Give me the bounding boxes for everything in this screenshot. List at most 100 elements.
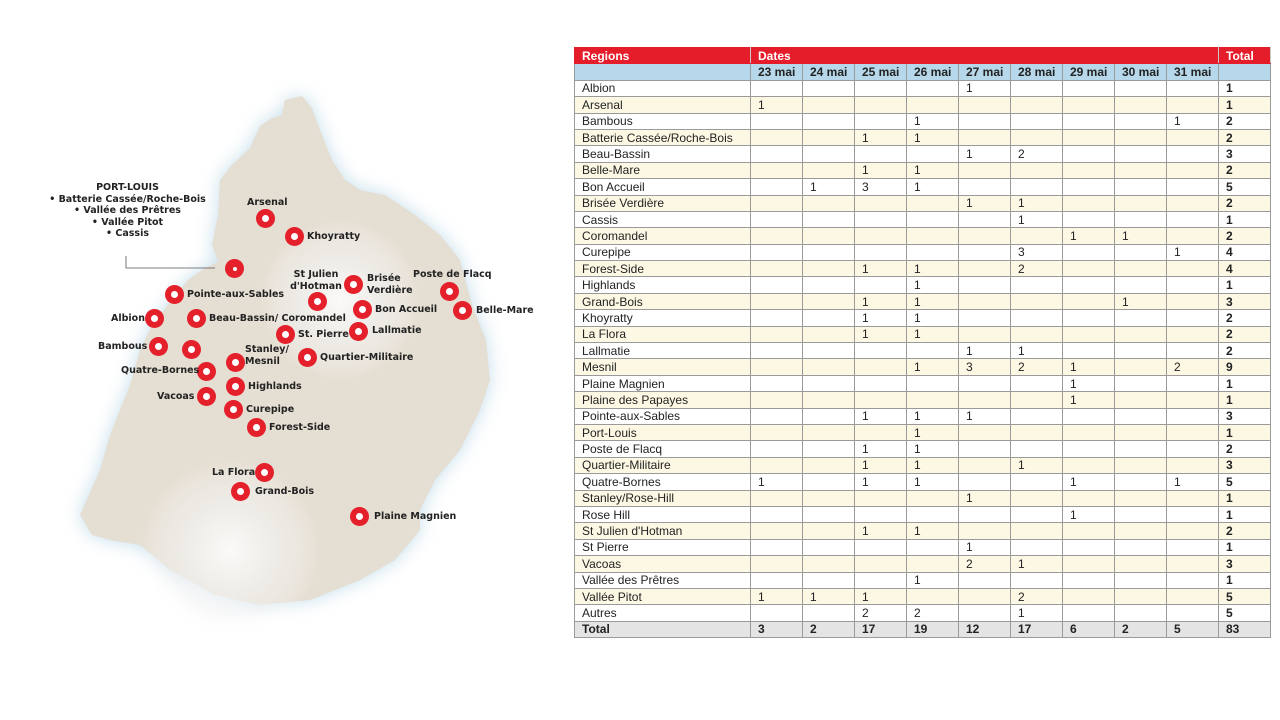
case-count (1166, 571, 1219, 589)
case-count (1062, 342, 1115, 360)
table-row: Mesnil 1 3 2 1 2 9 (574, 358, 1271, 376)
region-name: Lallmatie (574, 342, 751, 360)
case-count (1114, 538, 1167, 557)
region-name: Vallée Pitot (574, 587, 751, 606)
case-count (854, 358, 907, 376)
location-marker-icon (285, 227, 304, 246)
case-count: 3 (1010, 243, 1063, 262)
case-count (1114, 276, 1167, 294)
case-count: 1 (854, 587, 907, 606)
map-label-curepipe: Curepipe (246, 404, 295, 415)
header-date: 25 mai (854, 63, 907, 81)
region-name: Mesnil (574, 358, 751, 376)
case-count (1062, 161, 1115, 180)
case-count (1166, 456, 1219, 475)
row-total: 5 (1218, 473, 1271, 491)
case-count: 1 (906, 440, 959, 458)
case-count (1114, 309, 1167, 327)
case-count (1062, 309, 1115, 327)
header-date: 23 mai (750, 63, 803, 81)
region-name: Autres (574, 604, 751, 622)
case-count (1062, 145, 1115, 163)
case-count: 1 (1062, 473, 1115, 491)
case-count (1114, 473, 1167, 491)
case-count (1166, 178, 1219, 196)
case-count: 1 (1062, 391, 1115, 409)
case-count (802, 391, 855, 409)
row-total: 2 (1218, 325, 1271, 344)
map-label-brisee-verdiere: Brisée Verdière (367, 273, 413, 296)
row-total: 2 (1218, 440, 1271, 458)
case-count (958, 227, 1011, 245)
case-count (1166, 604, 1219, 622)
case-count (1166, 161, 1219, 180)
case-count (802, 489, 855, 507)
table-row: Belle-Mare 1 1 2 (574, 161, 1271, 180)
case-count (750, 489, 803, 507)
row-total: 1 (1218, 79, 1271, 98)
case-count (1062, 79, 1115, 98)
case-count (906, 145, 959, 163)
case-count (1010, 571, 1063, 589)
row-total: 3 (1218, 456, 1271, 475)
date-total: 2 (1114, 620, 1167, 639)
case-count (1114, 194, 1167, 212)
location-marker-icon (182, 340, 201, 359)
case-count (958, 571, 1011, 589)
case-count (958, 161, 1011, 180)
case-count (906, 194, 959, 212)
case-count (1114, 555, 1167, 573)
case-count (1166, 342, 1219, 360)
case-count (854, 243, 907, 262)
header-blank (574, 63, 751, 81)
row-total: 1 (1218, 276, 1271, 294)
case-count (1010, 128, 1063, 147)
row-total: 1 (1218, 374, 1271, 393)
case-count (1010, 538, 1063, 557)
case-count (906, 374, 959, 393)
case-count (1114, 423, 1167, 442)
region-name: Quatre-Bornes (574, 473, 751, 491)
case-count (802, 342, 855, 360)
map-label-belle-mare: Belle-Mare (476, 305, 534, 316)
row-total: 2 (1218, 309, 1271, 327)
table-row: Stanley/Rose-Hill 1 1 (574, 489, 1271, 507)
case-count (750, 407, 803, 425)
case-count (958, 128, 1011, 147)
case-count (854, 276, 907, 294)
case-count (1062, 292, 1115, 311)
map-label-quartier-militaire: Quartier-Militaire (320, 352, 414, 363)
case-count (854, 423, 907, 442)
case-count (958, 276, 1011, 294)
case-count (802, 145, 855, 163)
case-count: 2 (906, 604, 959, 622)
row-total: 5 (1218, 604, 1271, 622)
case-count (802, 407, 855, 425)
case-count: 1 (906, 473, 959, 491)
location-marker-icon (350, 507, 369, 526)
case-count (1010, 96, 1063, 114)
table-row: Cassis 1 1 (574, 210, 1271, 229)
case-count (802, 194, 855, 212)
table-row: Vacoas 2 1 3 (574, 555, 1271, 573)
case-count (1062, 194, 1115, 212)
table-row: Coromandel 1 1 2 (574, 227, 1271, 245)
case-count (750, 128, 803, 147)
case-count: 1 (802, 178, 855, 196)
location-marker-icon (145, 309, 164, 328)
case-count (1166, 309, 1219, 327)
location-marker-icon (276, 325, 295, 344)
case-count: 1 (906, 128, 959, 147)
case-count (802, 227, 855, 245)
case-count: 1 (1010, 456, 1063, 475)
case-count (1010, 473, 1063, 491)
case-count: 2 (1010, 358, 1063, 376)
case-count (1166, 292, 1219, 311)
row-total: 4 (1218, 260, 1271, 278)
location-marker-icon (453, 301, 472, 320)
case-count (958, 473, 1011, 491)
case-count (1166, 522, 1219, 540)
region-name: Vallée des Prêtres (574, 571, 751, 589)
case-count (1062, 423, 1115, 442)
case-count (1114, 604, 1167, 622)
